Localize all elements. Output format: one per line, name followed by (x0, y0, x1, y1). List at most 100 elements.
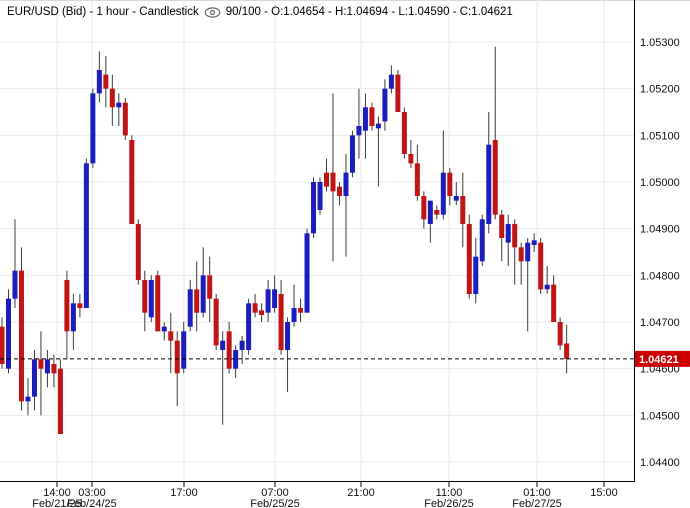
candle-body (109, 88, 115, 108)
y-axis-label: 1.04800 (640, 270, 680, 282)
candle-body (499, 214, 505, 238)
candle-body (116, 102, 122, 108)
candle-body (427, 200, 433, 224)
candle-body (538, 242, 544, 290)
candle-body (38, 359, 44, 369)
candle-body (551, 284, 557, 322)
candle-body (356, 126, 362, 136)
candle-body (336, 186, 342, 196)
x-axis-time-label: 07:00 (261, 487, 289, 499)
candle-body (447, 172, 453, 196)
candle-body (330, 172, 336, 192)
candle-body (460, 196, 466, 224)
x-axis-time-label: 03:00 (78, 487, 106, 499)
candle-body (434, 210, 440, 215)
candle-body (90, 93, 96, 164)
candle-body (64, 280, 70, 332)
candle-body (233, 350, 239, 369)
candle-body (181, 331, 187, 369)
x-axis-time-label: 21:00 (347, 487, 375, 499)
candle-body (408, 154, 414, 164)
y-axis-label: 1.04400 (640, 457, 680, 469)
candle-body (129, 140, 135, 224)
y-axis-label: 1.04500 (640, 410, 680, 422)
candle-body (486, 144, 492, 224)
candle-body (135, 224, 141, 280)
candle-body (512, 224, 518, 248)
candle-body (440, 172, 446, 215)
candle-body (51, 364, 57, 374)
candle-body (278, 294, 284, 350)
candle-body (5, 298, 11, 369)
candle-body (395, 74, 401, 112)
candle-body (453, 196, 459, 201)
candle-body (388, 74, 394, 89)
y-axis-label: 1.04700 (640, 317, 680, 329)
x-axis-date-label: Feb/25/25 (250, 498, 300, 508)
candle-body (362, 107, 368, 131)
candle-body (213, 298, 219, 346)
x-axis-time-label: 11:00 (436, 487, 463, 499)
candle-body (272, 289, 278, 308)
chart-header: EUR/USD (Bid) - 1 hour - Candlestick 90/… (7, 6, 513, 18)
candle-body (317, 182, 323, 210)
candle-body (505, 224, 511, 243)
candle-body (239, 340, 245, 350)
candle-body (492, 140, 498, 215)
candle-body (122, 102, 128, 136)
candle-body (252, 303, 258, 313)
x-axis-time-label: 01:00 (523, 487, 551, 499)
candle-body (324, 172, 329, 187)
candle-body (291, 308, 297, 322)
candle-body (226, 331, 232, 369)
candle-body (18, 270, 24, 402)
y-axis-label: 1.04900 (640, 224, 680, 236)
candle-body (70, 303, 76, 332)
candle-body (544, 284, 550, 290)
x-axis-date-label: Feb/27/25 (512, 498, 562, 508)
candle-body (525, 242, 531, 262)
candle-body (200, 275, 206, 313)
candle-body (77, 303, 83, 308)
candle-body (311, 182, 317, 234)
candle-body (246, 303, 252, 350)
candle-body (25, 396, 31, 402)
candle-body (285, 322, 291, 350)
candle-body (148, 280, 154, 318)
candle-body (44, 359, 50, 374)
candle-body (375, 123, 381, 129)
candle-body (155, 275, 161, 332)
candle-body (466, 224, 472, 294)
candle-body (479, 219, 485, 262)
candle-body (142, 280, 148, 313)
x-axis-date-label: Feb/24/25 (67, 498, 117, 508)
candle-body (168, 331, 174, 341)
x-axis-date-label: Feb/26/25 (424, 498, 474, 508)
candle-body (421, 196, 427, 220)
candle-body (557, 322, 563, 346)
candle-body (12, 270, 18, 299)
candle-body (382, 88, 388, 122)
candle-body (187, 289, 193, 327)
candle-body (194, 289, 200, 313)
candle-body (531, 240, 537, 245)
candle-body (369, 107, 375, 126)
candle-body (0, 326, 5, 364)
candle-body (349, 135, 355, 173)
candle-body (304, 233, 310, 313)
chart-title: EUR/USD (Bid) - 1 hour - Candlestick (7, 6, 199, 18)
candle-body (161, 326, 167, 332)
eye-icon[interactable] (204, 6, 221, 18)
candle-body (343, 172, 349, 196)
y-axis-label: 1.05300 (640, 37, 680, 49)
x-axis-time-label: 14:00 (43, 487, 71, 499)
x-axis-time-label: 17:00 (170, 487, 198, 499)
chart-ohlc-readout: 90/100 - O:1.04654 - H:1.04694 - L:1.045… (225, 6, 513, 18)
x-axis-time-label: 15:00 (590, 487, 618, 499)
candle-body (57, 368, 63, 434)
candle-body (96, 70, 102, 94)
current-price-badge (635, 350, 690, 367)
x-axis-date-label: Feb/21/25 (32, 498, 82, 508)
